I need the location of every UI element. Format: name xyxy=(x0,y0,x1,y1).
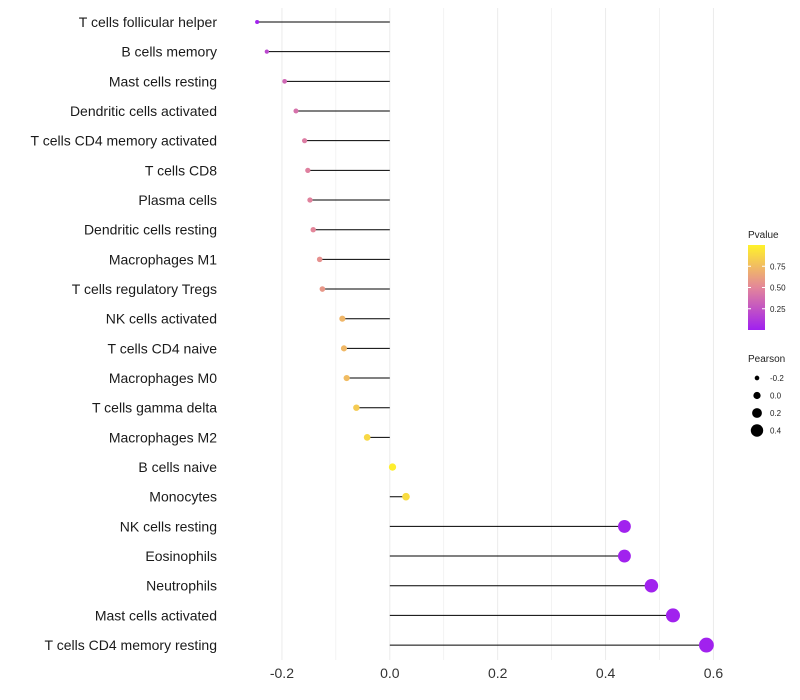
legend-size-title: Pearson xyxy=(748,354,785,365)
category-label: Mast cells resting xyxy=(109,73,217,89)
legend-color-tick-label: 0.75 xyxy=(770,262,786,271)
category-label: T cells CD4 memory resting xyxy=(45,637,217,653)
grid-lines xyxy=(281,8,714,660)
lollipop-point xyxy=(388,463,397,471)
lollipop-point xyxy=(363,434,371,441)
lollipop-point xyxy=(698,637,714,653)
lollipop-point xyxy=(301,138,308,144)
lollipop-stems xyxy=(257,21,707,646)
category-label: Eosinophils xyxy=(145,548,217,564)
legend-size-items: -0.2 0.0 0.2 0.4 xyxy=(750,374,784,437)
lollipop-point xyxy=(340,345,348,352)
lollipop-point xyxy=(307,197,313,203)
x-tick-label: -0.2 xyxy=(270,665,294,681)
category-labels: T cells follicular helper B cells memory M… xyxy=(31,14,218,653)
category-label: Dendritic cells activated xyxy=(70,103,217,119)
category-label: T cells CD4 memory activated xyxy=(31,133,217,149)
category-label: T cells regulatory Tregs xyxy=(72,281,217,297)
lollipop-point xyxy=(305,167,311,173)
lollipop-point xyxy=(339,315,346,322)
lollipop-point xyxy=(310,226,316,233)
legend-size-label: -0.2 xyxy=(770,374,784,383)
legend-color-ticks: 0.75 0.50 0.25 xyxy=(748,262,786,314)
category-label: T cells CD8 xyxy=(145,162,217,178)
category-label: NK cells resting xyxy=(120,518,217,534)
x-tick-label: 0.6 xyxy=(704,665,724,681)
lollipop-point xyxy=(343,374,350,382)
category-label: NK cells activated xyxy=(106,311,217,327)
lollipop-point xyxy=(402,492,410,501)
x-tick-label: 0.2 xyxy=(488,665,508,681)
legend-color-tick-label: 0.25 xyxy=(770,305,786,314)
legend-size-dot xyxy=(754,375,760,381)
lollipop-point xyxy=(293,108,299,114)
category-label: Macrophages M1 xyxy=(109,251,217,267)
x-axis-tick-labels: -0.2 0.0 0.2 0.4 0.6 xyxy=(270,665,723,681)
lollipop-point xyxy=(264,49,269,54)
lollipop-points xyxy=(255,19,714,653)
category-label: T cells CD4 naive xyxy=(108,340,218,356)
category-label: Neutrophils xyxy=(146,578,217,594)
lollipop-point xyxy=(644,578,659,593)
lollipop-point xyxy=(353,404,360,411)
lollipop-point xyxy=(617,519,631,533)
legend-color-title: Pvalue xyxy=(748,230,779,241)
lollipop-point xyxy=(316,256,323,263)
category-label: T cells gamma delta xyxy=(92,400,217,416)
category-label: Mast cells activated xyxy=(95,607,217,623)
legend-color-bar xyxy=(748,245,765,330)
x-tick-label: 0.0 xyxy=(380,665,400,681)
lollipop-point xyxy=(319,286,326,292)
legend-size-label: 0.2 xyxy=(770,409,782,418)
x-tick-label: 0.4 xyxy=(596,665,616,681)
category-label: Macrophages M2 xyxy=(109,429,217,445)
category-label: Monocytes xyxy=(149,489,217,505)
category-label: B cells naive xyxy=(138,459,217,475)
legend-size-dot xyxy=(750,424,764,437)
legend-size-label: 0.0 xyxy=(770,392,782,401)
legend-color-tick-label: 0.50 xyxy=(770,284,786,293)
category-label: B cells memory xyxy=(121,44,217,60)
legend-size-dot xyxy=(753,391,761,400)
lollipop-point xyxy=(255,19,260,25)
category-label: Dendritic cells resting xyxy=(84,222,217,238)
lollipop-point xyxy=(282,78,287,84)
legend-size-dot xyxy=(752,408,762,418)
category-label: Macrophages M0 xyxy=(109,370,217,386)
legend: Pvalue 0.75 0.50 0.25 Pearson -0.2 0.0 0.2 0.… xyxy=(748,230,786,437)
lollipop-point xyxy=(665,608,680,623)
legend-size-label: 0.4 xyxy=(770,427,782,436)
lollipop-point xyxy=(617,549,631,563)
category-label: T cells follicular helper xyxy=(79,14,218,30)
category-label: Plasma cells xyxy=(138,192,217,208)
